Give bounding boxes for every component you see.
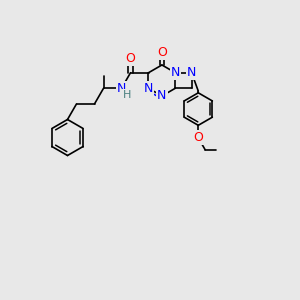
Text: H: H: [123, 90, 131, 100]
Text: N: N: [157, 89, 167, 103]
Text: N: N: [117, 82, 126, 95]
Text: O: O: [193, 131, 203, 144]
Text: O: O: [157, 46, 167, 59]
Text: N: N: [144, 82, 153, 95]
Text: N: N: [187, 66, 196, 79]
Text: N: N: [171, 66, 180, 79]
Text: O: O: [126, 52, 135, 65]
